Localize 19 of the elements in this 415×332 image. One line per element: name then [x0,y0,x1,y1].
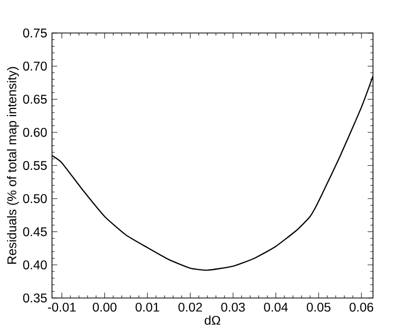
x-tick-label: 0.03 [221,302,245,312]
x-tick-label: 0.05 [306,302,330,312]
x-tick-label: 0.06 [350,302,374,312]
y-tick-label: 0.40 [23,260,47,270]
y-tick-label: 0.45 [23,227,47,236]
x-tick-label: 0.02 [178,302,202,312]
y-tick-label: 0.35 [23,294,47,302]
y-tick-label: 0.50 [23,194,47,204]
x-tick-label: 0.00 [92,302,116,312]
y-tick-label: 0.60 [23,128,47,137]
y-tick-label: 0.65 [23,94,47,104]
y-tick-label: 0.55 [23,161,47,170]
y-tick-label: 0.75 [23,28,47,38]
x-tick-label: 0.01 [136,302,160,312]
x-tick-label: 0.04 [264,302,288,312]
x-tick-label: -0.01 [48,302,76,312]
y-axis-title: Residuals (% of total map intensity) [7,67,19,264]
y-tick-label: 0.70 [23,62,47,71]
x-axis-title: dΩ [204,315,220,325]
